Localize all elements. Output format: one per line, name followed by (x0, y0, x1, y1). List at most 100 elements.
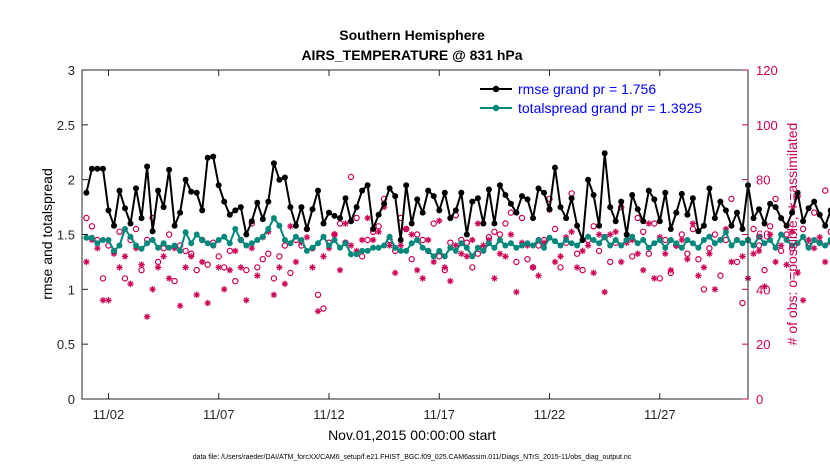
spread-point (816, 240, 823, 247)
rmse-point (331, 212, 338, 219)
obs-assimilated-point (551, 258, 559, 266)
rmse-point (270, 160, 277, 167)
obs-possible-point (827, 228, 830, 235)
rmse-point (507, 200, 514, 207)
rmse-point (496, 182, 503, 189)
obs-assimilated-point (193, 291, 200, 298)
rmse-point (673, 209, 680, 216)
spread-point (232, 226, 239, 232)
rmse-point (276, 176, 283, 183)
rmse-point (805, 205, 812, 212)
obs-assimilated-point (154, 264, 162, 271)
rmse-point (359, 187, 366, 194)
obs-possible-point (165, 231, 173, 238)
spread-point (574, 242, 581, 249)
obs-possible-point (700, 286, 708, 293)
spread-point (298, 237, 305, 243)
obs-possible-point (232, 277, 239, 285)
chart-subtitle: AIRS_TEMPERATURE @ 831 hPa (301, 47, 522, 63)
spread-point (243, 242, 250, 249)
obs-possible-point (557, 264, 564, 271)
obs-assimilated-point (469, 236, 476, 244)
spread-point (326, 242, 332, 249)
rmse-point (182, 176, 189, 183)
spread-point (430, 253, 437, 260)
obs-possible-point (811, 209, 818, 216)
rmse-point (734, 209, 740, 216)
spread-point (772, 244, 779, 251)
obs-assimilated-point (463, 253, 470, 260)
obs-possible-point (121, 275, 129, 282)
obs-assimilated-point (221, 286, 228, 293)
rmse-point (585, 176, 592, 183)
spread-point (315, 240, 321, 247)
spread-point (722, 229, 729, 236)
obs-assimilated-point (165, 275, 173, 282)
spread-point (474, 244, 481, 251)
obs-assimilated-point (182, 264, 189, 271)
rmse-point (232, 207, 239, 214)
spread-point (761, 240, 768, 247)
spread-point (414, 237, 421, 243)
rmse-point (629, 192, 636, 198)
rmse-point (381, 200, 388, 207)
spread-point (436, 247, 443, 254)
spread-point (778, 231, 785, 238)
obs-possible-point (607, 258, 614, 266)
obs-possible-point (99, 275, 107, 282)
obs-possible-point (728, 195, 735, 203)
rmse-point (722, 207, 729, 214)
spread-point (485, 240, 492, 247)
obs-assimilated-point (303, 234, 311, 241)
obs-possible-point (711, 231, 719, 238)
y-right-tick-label: 60 (756, 228, 770, 243)
rmse-point (778, 215, 785, 222)
rmse-point (281, 174, 288, 181)
rmse-point (193, 189, 200, 196)
obs-possible-point (551, 225, 559, 233)
obs-assimilated-point (281, 280, 289, 288)
spread-point (265, 226, 272, 232)
y-tick-label: 2.5 (57, 118, 75, 133)
rmse-point (370, 226, 377, 232)
spread-point (541, 244, 547, 251)
rmse-point (116, 187, 123, 194)
obs-assimilated-point (706, 250, 713, 257)
rmse-point (425, 187, 432, 194)
obs-assimilated-point (700, 264, 708, 271)
obs-assimilated-point (243, 297, 250, 304)
spread-point (734, 237, 740, 243)
rmse-point (166, 166, 173, 173)
rmse-point (210, 153, 217, 160)
spread-point (276, 222, 283, 229)
obs-possible-point (579, 266, 586, 274)
obs-assimilated-point (618, 258, 625, 266)
spread-point (452, 247, 459, 254)
spread-point (491, 244, 498, 251)
obs-assimilated-point (513, 288, 520, 296)
rmse-point (794, 189, 801, 196)
spread-point (160, 240, 167, 247)
obs-assimilated-point (408, 231, 415, 238)
spread-point (513, 244, 520, 251)
y-axis-label: rmse and totalspread (39, 168, 55, 300)
spread-point (700, 237, 707, 243)
obs-possible-point (573, 250, 581, 257)
obs-possible-point (518, 214, 526, 222)
spread-point (546, 234, 553, 241)
obs-assimilated-point (83, 258, 90, 266)
spread-point (403, 247, 410, 254)
rmse-point (226, 211, 233, 218)
obs-assimilated-point (342, 220, 349, 227)
obs-assimilated-point (441, 264, 448, 271)
obs-assimilated-point (689, 220, 697, 227)
rmse-point (816, 211, 823, 218)
obs-possible-point (513, 258, 520, 266)
obs-assimilated-point (491, 275, 498, 282)
spread-point (419, 244, 426, 251)
obs-assimilated-point (160, 253, 167, 260)
spread-point (105, 237, 112, 243)
spread-point (122, 226, 128, 232)
obs-assimilated-point (728, 258, 735, 266)
obs-assimilated-point (149, 286, 156, 293)
